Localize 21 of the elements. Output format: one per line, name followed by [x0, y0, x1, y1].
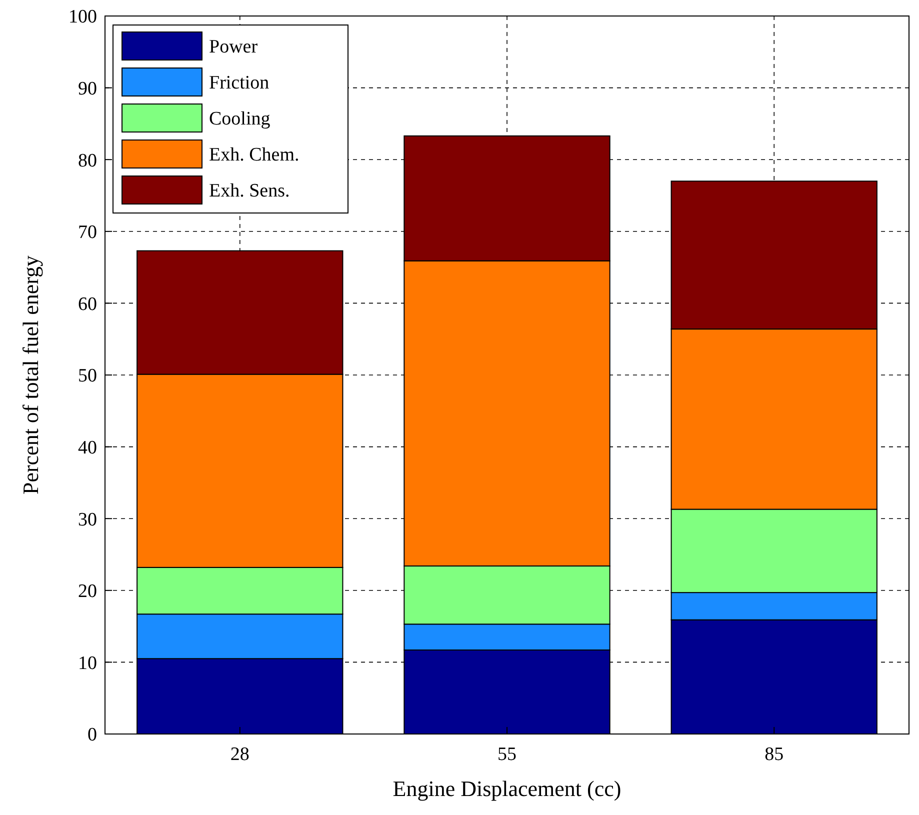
- x-axis-title: Engine Displacement (cc): [392, 776, 622, 801]
- legend-label: Cooling: [209, 108, 271, 130]
- y-tick-label: 80: [78, 150, 97, 172]
- y-tick-label: 60: [78, 294, 97, 315]
- x-tick-label: 55: [498, 744, 516, 765]
- x-tick-label: 28: [230, 744, 250, 765]
- legend-label: Power: [209, 36, 258, 58]
- legend-label: Exh. Sens.: [209, 180, 290, 202]
- y-tick-label: 100: [68, 6, 97, 28]
- legend-label: Friction: [209, 72, 270, 94]
- y-axis-title: Percent of total fuel energy: [18, 255, 43, 495]
- y-tick-label: 0: [88, 724, 97, 746]
- y-tick-label: 50: [78, 366, 97, 387]
- y-tick-label: 20: [78, 581, 97, 602]
- y-tick-label: 30: [78, 509, 97, 530]
- y-tick-label: 40: [78, 437, 97, 458]
- y-tick-label: 10: [78, 652, 97, 674]
- legend-label: Exh. Chem.: [209, 144, 300, 166]
- y-tick-label: 90: [78, 78, 97, 100]
- y-tick-label: 70: [78, 222, 97, 244]
- x-tick-label: 85: [764, 744, 784, 765]
